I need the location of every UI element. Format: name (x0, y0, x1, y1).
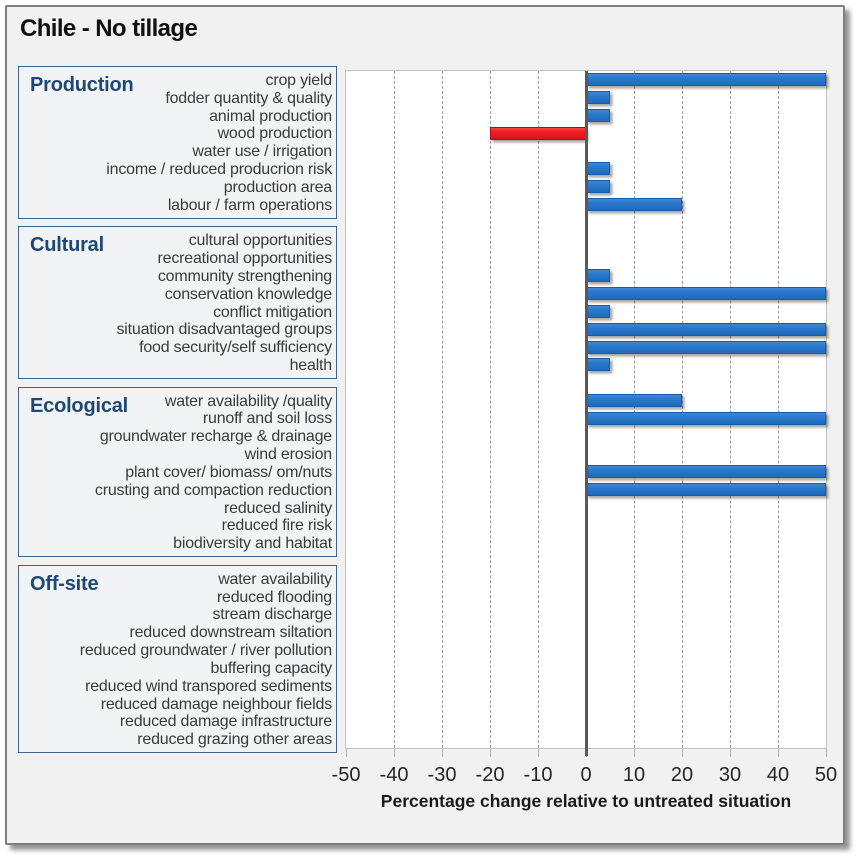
row-label: conflict mitigation (213, 303, 332, 321)
axis-tick-label: -10 (523, 763, 553, 786)
bar-crusting-and-compaction-reduction (586, 483, 826, 497)
axis-tick (826, 749, 827, 757)
gridline (393, 71, 395, 748)
axis-tick-label: 50 (814, 763, 838, 786)
axis-tick-label: -30 (427, 763, 457, 786)
axis-tick (634, 749, 635, 757)
row-label: fodder quantity & quality (165, 89, 332, 107)
bar-labour-farm-operations (586, 198, 682, 212)
axis-tick-label: 20 (670, 763, 694, 786)
gridline (729, 71, 731, 748)
bar-food-security-self-sufficiency (586, 340, 826, 354)
zero-line (584, 71, 588, 756)
bar-situation-disadvantaged-groups (586, 322, 826, 336)
gridline (633, 71, 635, 748)
gridline (681, 71, 683, 748)
row-label: reduced damage neighbour fields (100, 695, 333, 713)
row-label: income / reduced producrion risk (106, 161, 332, 179)
row-label: community strengthening (157, 267, 332, 285)
gridline (489, 71, 491, 748)
axis-tick-label: -20 (475, 763, 505, 786)
row-label: water use / irrigation (192, 143, 332, 161)
axis-tick-label: 40 (766, 763, 790, 786)
row-label: health (289, 357, 333, 375)
row-label: conservation knowledge (164, 285, 332, 303)
axis-tick-label: -50 (331, 763, 361, 786)
row-label: recreational opportunities (157, 250, 333, 268)
row-label: labour / farm operations (167, 196, 332, 214)
chart-title: Chile - No tillage (20, 15, 198, 42)
row-label: production area (223, 178, 332, 196)
axis-tick (394, 749, 395, 757)
row-label: animal production (209, 107, 332, 125)
row-label: food security/self sufficiency (139, 339, 332, 357)
row-label: crop yield (265, 72, 333, 89)
axis-tick (778, 749, 779, 757)
row-label: stream discharge (212, 606, 332, 624)
group-box-off-site: Off-site water availability reduced floodi… (18, 564, 337, 753)
axis-tick-label: 30 (718, 763, 742, 786)
bar-runoff-and-soil-loss (586, 411, 826, 425)
axis-tick-label: -40 (379, 763, 409, 786)
row-label: reduced salinity (224, 499, 332, 517)
row-label-list: water availability reduced flooding stream… (79, 570, 333, 749)
bar-wood-production (490, 126, 586, 140)
group-title: Production (30, 74, 134, 96)
row-label: reduced groundwater / river pollution (79, 642, 333, 660)
row-label: plant cover/ biomass/ om/nuts (125, 463, 332, 481)
bar-conflict-mitigation (586, 305, 610, 318)
row-label-list: water availability /quality runoff and so… (95, 393, 332, 553)
axis-tick-label: 10 (622, 763, 646, 786)
gridline (441, 71, 443, 748)
group-title: Ecological (30, 394, 129, 417)
group-title: Off-site (30, 572, 99, 595)
axis-tick (538, 749, 539, 757)
row-label: groundwater recharge & drainage (99, 428, 332, 446)
bar-income-reduced-producrion-risk (586, 162, 610, 176)
row-label-list: cultural opportunities recreational oppor… (117, 232, 333, 375)
row-label: buffering capacity (210, 659, 332, 677)
group-title: Cultural (30, 234, 104, 257)
row-label: wind erosion (244, 446, 333, 464)
axis-tick (442, 749, 443, 757)
axis-tick (682, 749, 683, 757)
bar-water-availability-quality (586, 394, 682, 408)
bar-health (586, 358, 610, 372)
row-label: runoff and soil loss (202, 410, 332, 428)
row-label: crusting and compaction reduction (94, 481, 332, 499)
gridline (777, 71, 779, 748)
axis-tick (730, 749, 731, 757)
row-label: reduced grazing other areas (137, 731, 332, 749)
figure-frame: Chile - No tillage Production crop yield f… (5, 5, 845, 845)
bar-animal-production (586, 109, 610, 123)
row-label: reduced damage infrastructure (119, 713, 332, 731)
bar-conservation-knowledge (586, 287, 826, 301)
row-label: reduced downstream siltation (129, 624, 332, 642)
row-label: reduced flooding (216, 588, 332, 606)
row-label: water availability (218, 570, 332, 588)
row-label: water availability /quality (164, 392, 332, 410)
group-box-ecological: Ecological water availability /quality run… (18, 386, 337, 557)
row-label: wood production (217, 125, 333, 143)
row-label: reduced fire risk (221, 517, 333, 535)
axis-tick (490, 749, 491, 757)
row-label: biodiversity and habitat (173, 535, 332, 553)
group-box-production: Production crop yield fodder quantity & qu… (18, 66, 337, 219)
axis-tick (346, 749, 347, 757)
bar-fodder-quantity-quality (586, 91, 610, 105)
row-label: reduced wind transpored sediments (85, 677, 332, 695)
group-box-cultural: Cultural cultural opportunities recreation… (18, 226, 337, 379)
row-label: situation disadvantaged groups (116, 321, 333, 339)
bar-production-area (586, 180, 610, 194)
gridline (537, 71, 539, 748)
bar-crop-yield (586, 73, 826, 87)
axis-tick-label: 0 (580, 763, 592, 786)
row-label: cultural opportunities (188, 232, 332, 250)
x-axis-title: Percentage change relative to untreated … (380, 791, 792, 811)
row-label-list: crop yield fodder quantity & quality anima… (106, 72, 332, 215)
bar-plant-cover-biomass-om-nuts (586, 465, 826, 479)
bar-community-strengthening (586, 269, 610, 283)
